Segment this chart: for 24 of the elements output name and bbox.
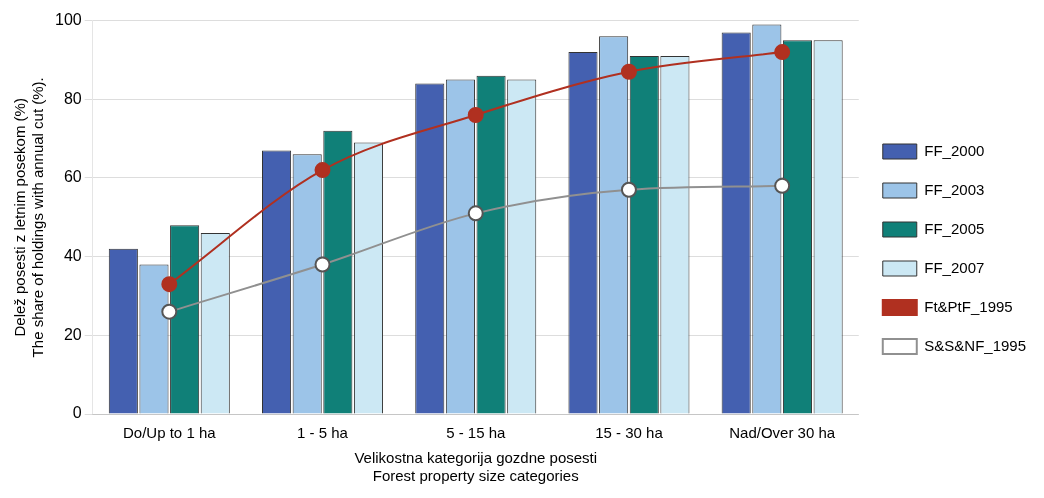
- legend-label: Ft&PtF_1995: [924, 297, 1013, 315]
- x-tick-label: 5 - 15 ha: [446, 424, 506, 442]
- legend-label: S&S&NF_1995: [924, 336, 1027, 354]
- y-tick-label: 0: [72, 404, 82, 422]
- legend-label: FF_2003: [924, 180, 985, 198]
- y-axis-title: Delež posesti z letnim posekom (%) The share of holdings with annual cut (%).: [11, 77, 47, 358]
- y-tick-label: 80: [63, 89, 82, 107]
- point: [467, 107, 484, 124]
- y-tick-label: 40: [63, 247, 82, 265]
- y-tick-label: 60: [63, 168, 82, 186]
- y-tick-label: 100: [54, 11, 82, 29]
- x-tick-label: Do/Up to 1 ha: [123, 424, 217, 442]
- legend-label: FF_2000: [924, 141, 985, 159]
- point: [314, 162, 331, 179]
- x-tick-label: 15 - 30 ha: [595, 424, 664, 442]
- x-tick-label: Nad/Over 30 ha: [729, 424, 836, 442]
- x-tick-label: 1 - 5 ha: [297, 424, 349, 442]
- x-axis-title: Velikostna kategorija gozdne posesti Forest property size categories: [354, 449, 598, 485]
- legend-label: FF_2005: [924, 219, 985, 237]
- y-tick-label: 20: [63, 325, 82, 343]
- point: [620, 63, 637, 80]
- point: [774, 44, 791, 61]
- point: [161, 276, 178, 293]
- legend-label: FF_2007: [924, 258, 985, 276]
